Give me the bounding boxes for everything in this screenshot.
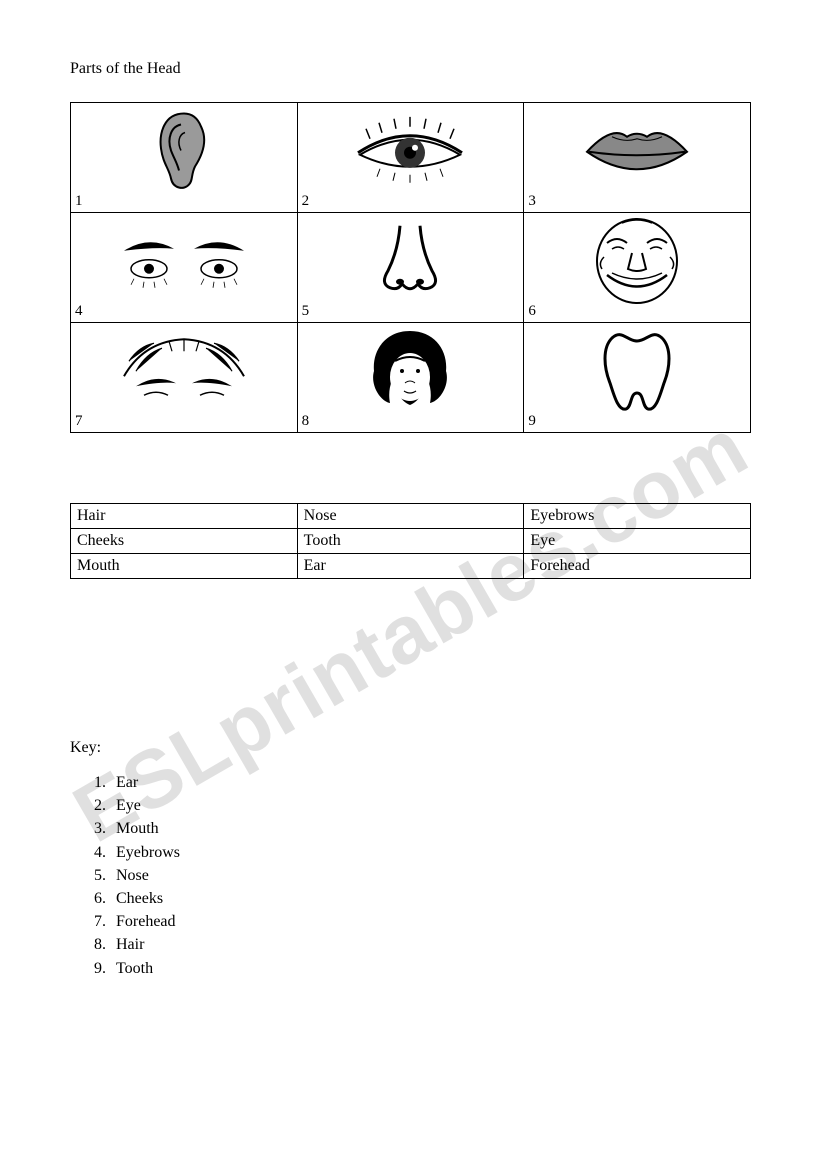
word-cell: Cheeks [71,529,298,554]
list-item: Eye [110,794,751,817]
picture-cell: 9 [524,323,751,433]
cell-number: 8 [302,413,310,430]
hair-icon [360,323,460,423]
cell-number: 3 [528,193,536,210]
picture-cell: 7 [71,323,298,433]
word-cell: Ear [297,554,524,579]
picture-grid: 1 2 [70,102,751,433]
list-item: Hair [110,933,751,956]
picture-cell: 1 [71,103,298,213]
word-cell: Mouth [71,554,298,579]
ear-icon [149,108,219,198]
cheeks-icon [582,213,692,313]
table-row: Cheeks Tooth Eye [71,529,751,554]
cell-number: 9 [528,413,536,430]
picture-cell: 4 [71,213,298,323]
page-title: Parts of the Head [70,60,751,78]
key-list: Ear Eye Mouth Eyebrows Nose Cheeks Foreh… [70,771,751,980]
cell-number: 1 [75,193,83,210]
word-cell: Nose [297,504,524,529]
cell-number: 2 [302,193,310,210]
cell-number: 4 [75,303,83,320]
eye-icon [350,116,470,191]
picture-cell: 6 [524,213,751,323]
tooth-icon [592,323,682,423]
table-row: Hair Nose Eyebrows [71,504,751,529]
cell-number: 7 [75,413,83,430]
word-bank-table: Hair Nose Eyebrows Cheeks Tooth Eye Mout… [70,503,751,579]
eyebrows-icon [114,226,254,301]
picture-cell: 5 [297,213,524,323]
forehead-icon [114,331,254,416]
list-item: Nose [110,864,751,887]
list-item: Tooth [110,957,751,980]
worksheet-page: Parts of the Head 1 2 [0,0,821,1020]
list-item: Forehead [110,910,751,933]
picture-cell: 8 [297,323,524,433]
word-cell: Eye [524,529,751,554]
key-label: Key: [70,739,751,757]
word-cell: Eyebrows [524,504,751,529]
cell-number: 5 [302,303,310,320]
cell-number: 6 [528,303,536,320]
list-item: Eyebrows [110,841,751,864]
list-item: Ear [110,771,751,794]
nose-icon [360,215,460,310]
word-cell: Tooth [297,529,524,554]
word-cell: Hair [71,504,298,529]
table-row: Mouth Ear Forehead [71,554,751,579]
picture-cell: 3 [524,103,751,213]
list-item: Mouth [110,817,751,840]
word-cell: Forehead [524,554,751,579]
list-item: Cheeks [110,887,751,910]
mouth-icon [577,116,697,191]
answer-key-section: Key: Ear Eye Mouth Eyebrows Nose Cheeks … [70,739,751,980]
picture-cell: 2 [297,103,524,213]
